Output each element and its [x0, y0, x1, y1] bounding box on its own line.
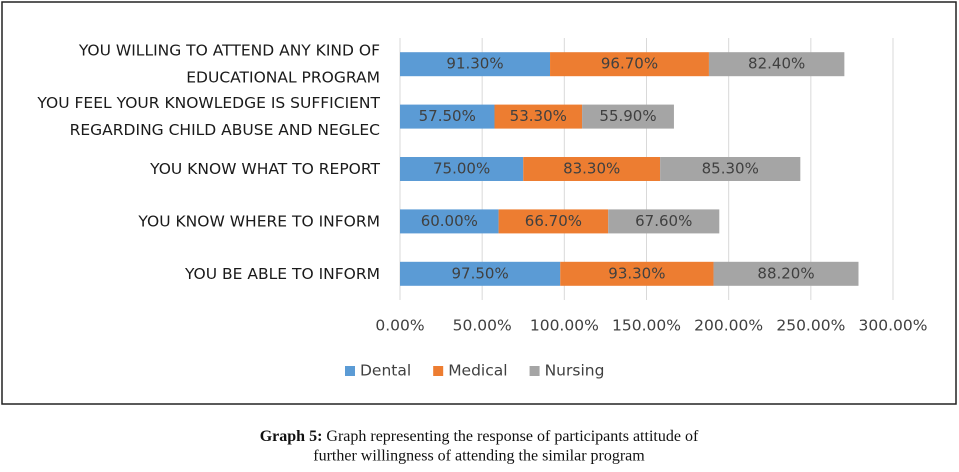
value-label: 93.30%: [608, 264, 665, 282]
bar: [400, 52, 551, 77]
caption-line: further willingness of attending the sim…: [313, 448, 645, 465]
legend-label: Dental: [360, 362, 411, 380]
y-tick-label-line: YOU KNOW WHAT TO REPORT: [149, 160, 380, 178]
value-label: 82.40%: [748, 55, 805, 73]
x-tick-label: 250.00%: [776, 317, 845, 335]
x-tick-label: 0.00%: [375, 317, 424, 335]
y-tick-label: YOU KNOW WHAT TO REPORT: [149, 160, 380, 178]
legend-swatch: [529, 366, 540, 376]
value-label: 91.30%: [446, 55, 503, 73]
y-tick-label: YOU KNOW WHERE TO INFORM: [137, 212, 380, 230]
x-tick-label: 50.00%: [453, 317, 512, 335]
caption: Graph 5: Graph representing the response…: [260, 428, 699, 445]
bar: [713, 261, 859, 286]
y-tick-label: YOU BE ABLE TO INFORM: [184, 264, 380, 282]
value-label: 83.30%: [563, 160, 620, 178]
bar: [494, 104, 583, 129]
y-tick-label-line: REGARDING CHILD ABUSE AND NEGLEC: [70, 121, 380, 139]
legend-label: Nursing: [545, 362, 605, 380]
plot-area: 0.00% 50.00% 100.00% 150.00% 200.00% 250.00% 3…: [36, 38, 927, 380]
bar: [400, 261, 561, 286]
y-tick-label: YOU FEEL YOUR KNOWLEDGE IS SUFFICIENT REG…: [36, 94, 380, 139]
bar: [560, 261, 714, 286]
caption-label: Graph 5:: [260, 428, 323, 445]
y-tick-label: YOU WILLING TO ATTEND ANY KIND OF EDUCATI…: [78, 41, 380, 86]
value-label: 88.20%: [757, 264, 814, 282]
bar: [400, 157, 524, 181]
value-label: 85.30%: [702, 160, 759, 178]
bar: [660, 157, 801, 181]
bar: [608, 209, 720, 234]
bar: [708, 52, 845, 77]
x-tick-label: 200.00%: [694, 317, 763, 335]
caption-line: Graph representing the response of parti…: [326, 428, 699, 445]
x-tick-label: 150.00%: [612, 317, 681, 335]
y-tick-label-line: YOU KNOW WHERE TO INFORM: [137, 212, 380, 230]
x-tick-label: 300.00%: [859, 317, 928, 335]
bar: [498, 209, 609, 234]
bar: [582, 104, 674, 129]
value-label: 60.00%: [421, 212, 478, 230]
bar: [400, 104, 495, 129]
value-label: 75.00%: [433, 160, 490, 178]
value-label: 67.60%: [635, 212, 692, 230]
y-tick-label-line: YOU WILLING TO ATTEND ANY KIND OF: [78, 41, 380, 59]
legend-label: Medical: [448, 362, 507, 380]
y-tick-label-line: YOU FEEL YOUR KNOWLEDGE IS SUFFICIENT: [36, 94, 380, 112]
x-tick-label: 100.00%: [530, 317, 599, 335]
y-tick-label-line: EDUCATIONAL PROGRAM: [186, 68, 380, 86]
value-label: 97.50%: [452, 264, 509, 282]
value-label: 66.70%: [525, 212, 582, 230]
bar: [523, 157, 661, 181]
value-label: 53.30%: [510, 107, 567, 125]
value-label: 57.50%: [419, 107, 476, 125]
legend-swatch: [345, 366, 355, 376]
y-tick-label-line: YOU BE ABLE TO INFORM: [184, 264, 380, 282]
legend-swatch: [433, 366, 444, 376]
bar: [400, 209, 499, 234]
value-label: 96.70%: [601, 55, 658, 73]
value-label: 55.90%: [599, 107, 656, 125]
bar: [550, 52, 709, 77]
